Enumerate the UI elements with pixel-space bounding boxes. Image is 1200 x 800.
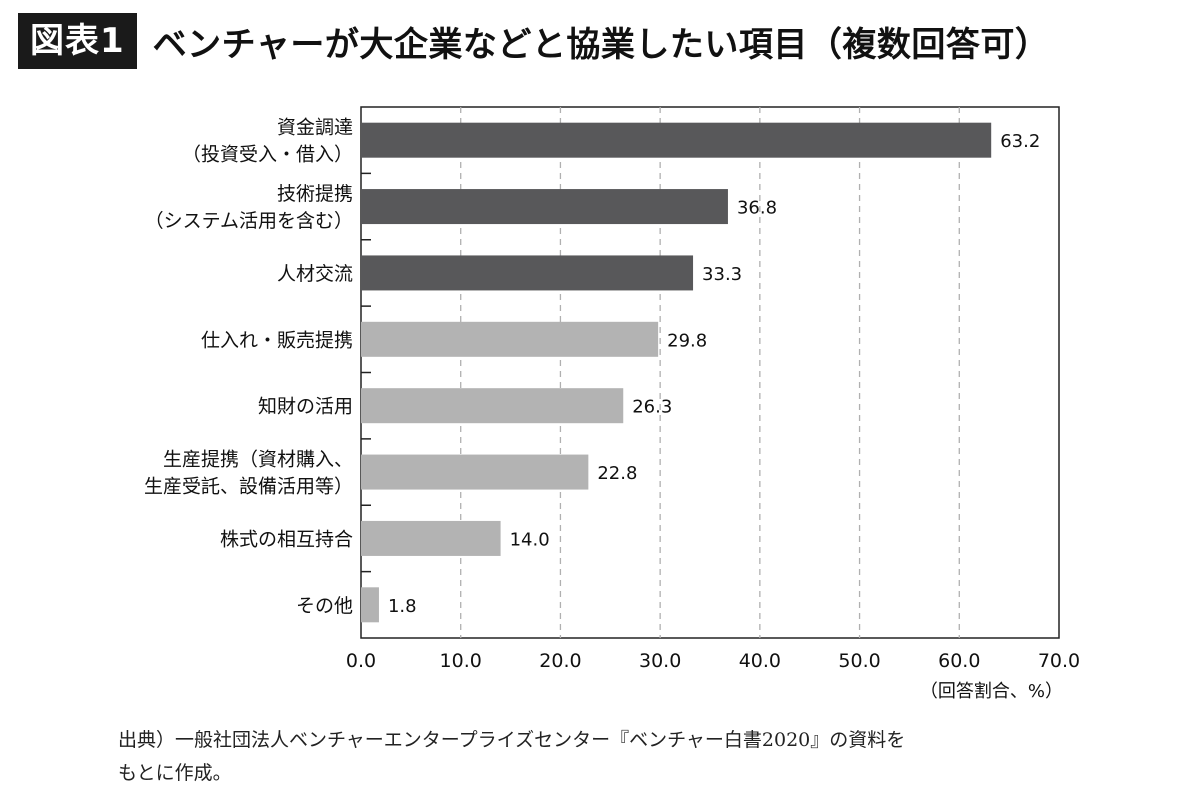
- figure-number-tag: 図表1: [18, 13, 137, 69]
- category-label-0-0: 資金調達: [277, 117, 353, 139]
- bar-7: [361, 587, 379, 623]
- value-label-3: 29.8: [667, 330, 707, 351]
- category-label-4-0: 知財の活用: [258, 396, 353, 418]
- x-tick-label-4: 40.0: [739, 650, 781, 672]
- x-tick-label-5: 50.0: [838, 650, 880, 672]
- title-row: 図表1 ベンチャーが大企業などと協業したい項目（複数回答可）: [18, 12, 1049, 70]
- value-label-2: 33.3: [702, 264, 742, 285]
- bar-1: [361, 189, 728, 225]
- bar-2: [361, 255, 694, 291]
- category-label-5-1: 生産受託、設備活用等）: [144, 476, 353, 498]
- x-tick-label-7: 70.0: [1038, 650, 1080, 672]
- value-label-7: 1.8: [388, 596, 417, 617]
- category-label-2-0: 人材交流: [277, 263, 353, 285]
- value-label-0: 63.2: [1000, 131, 1040, 152]
- bar-3: [361, 321, 659, 357]
- bar-5: [361, 454, 589, 490]
- value-label-5: 22.8: [597, 463, 637, 484]
- category-label-3-0: 仕入れ・販売提携: [201, 329, 353, 351]
- category-label-5-0: 生産提携（資材購入、: [163, 449, 353, 471]
- source-note: 出典）一般社団法人ベンチャーエンタープライズセンター『ベンチャー白書2020』の…: [118, 724, 1118, 790]
- value-label-4: 26.3: [632, 397, 672, 418]
- category-label-6-0: 株式の相互持合: [220, 528, 353, 550]
- category-label-7-0: その他: [296, 595, 353, 617]
- x-tick-label-2: 20.0: [539, 650, 581, 672]
- bar-4: [361, 388, 624, 424]
- chart-title: ベンチャーが大企業などと協業したい項目（複数回答可）: [152, 24, 1050, 65]
- x-tick-label-6: 60.0: [938, 650, 980, 672]
- category-label-1-1: （システム活用を含む）: [145, 210, 353, 232]
- value-label-1: 36.8: [737, 198, 777, 219]
- x-tick-label-3: 30.0: [639, 650, 681, 672]
- x-tick-label-1: 10.0: [440, 650, 482, 672]
- x-axis-label: （回答割合、%）: [920, 681, 1063, 702]
- value-label-6: 14.0: [510, 529, 550, 550]
- bar-0: [361, 122, 992, 158]
- category-label-1-0: 技術提携: [277, 183, 353, 205]
- source-line-2: もとに作成。: [118, 762, 232, 784]
- category-label-0-1: （投資受入・借入）: [182, 144, 353, 166]
- bar-6: [361, 520, 501, 556]
- x-tick-label-0: 0.0: [346, 650, 376, 672]
- source-line-1: 出典）一般社団法人ベンチャーエンタープライズセンター『ベンチャー白書2020』の…: [118, 729, 906, 751]
- plot-frame: [360, 106, 1060, 639]
